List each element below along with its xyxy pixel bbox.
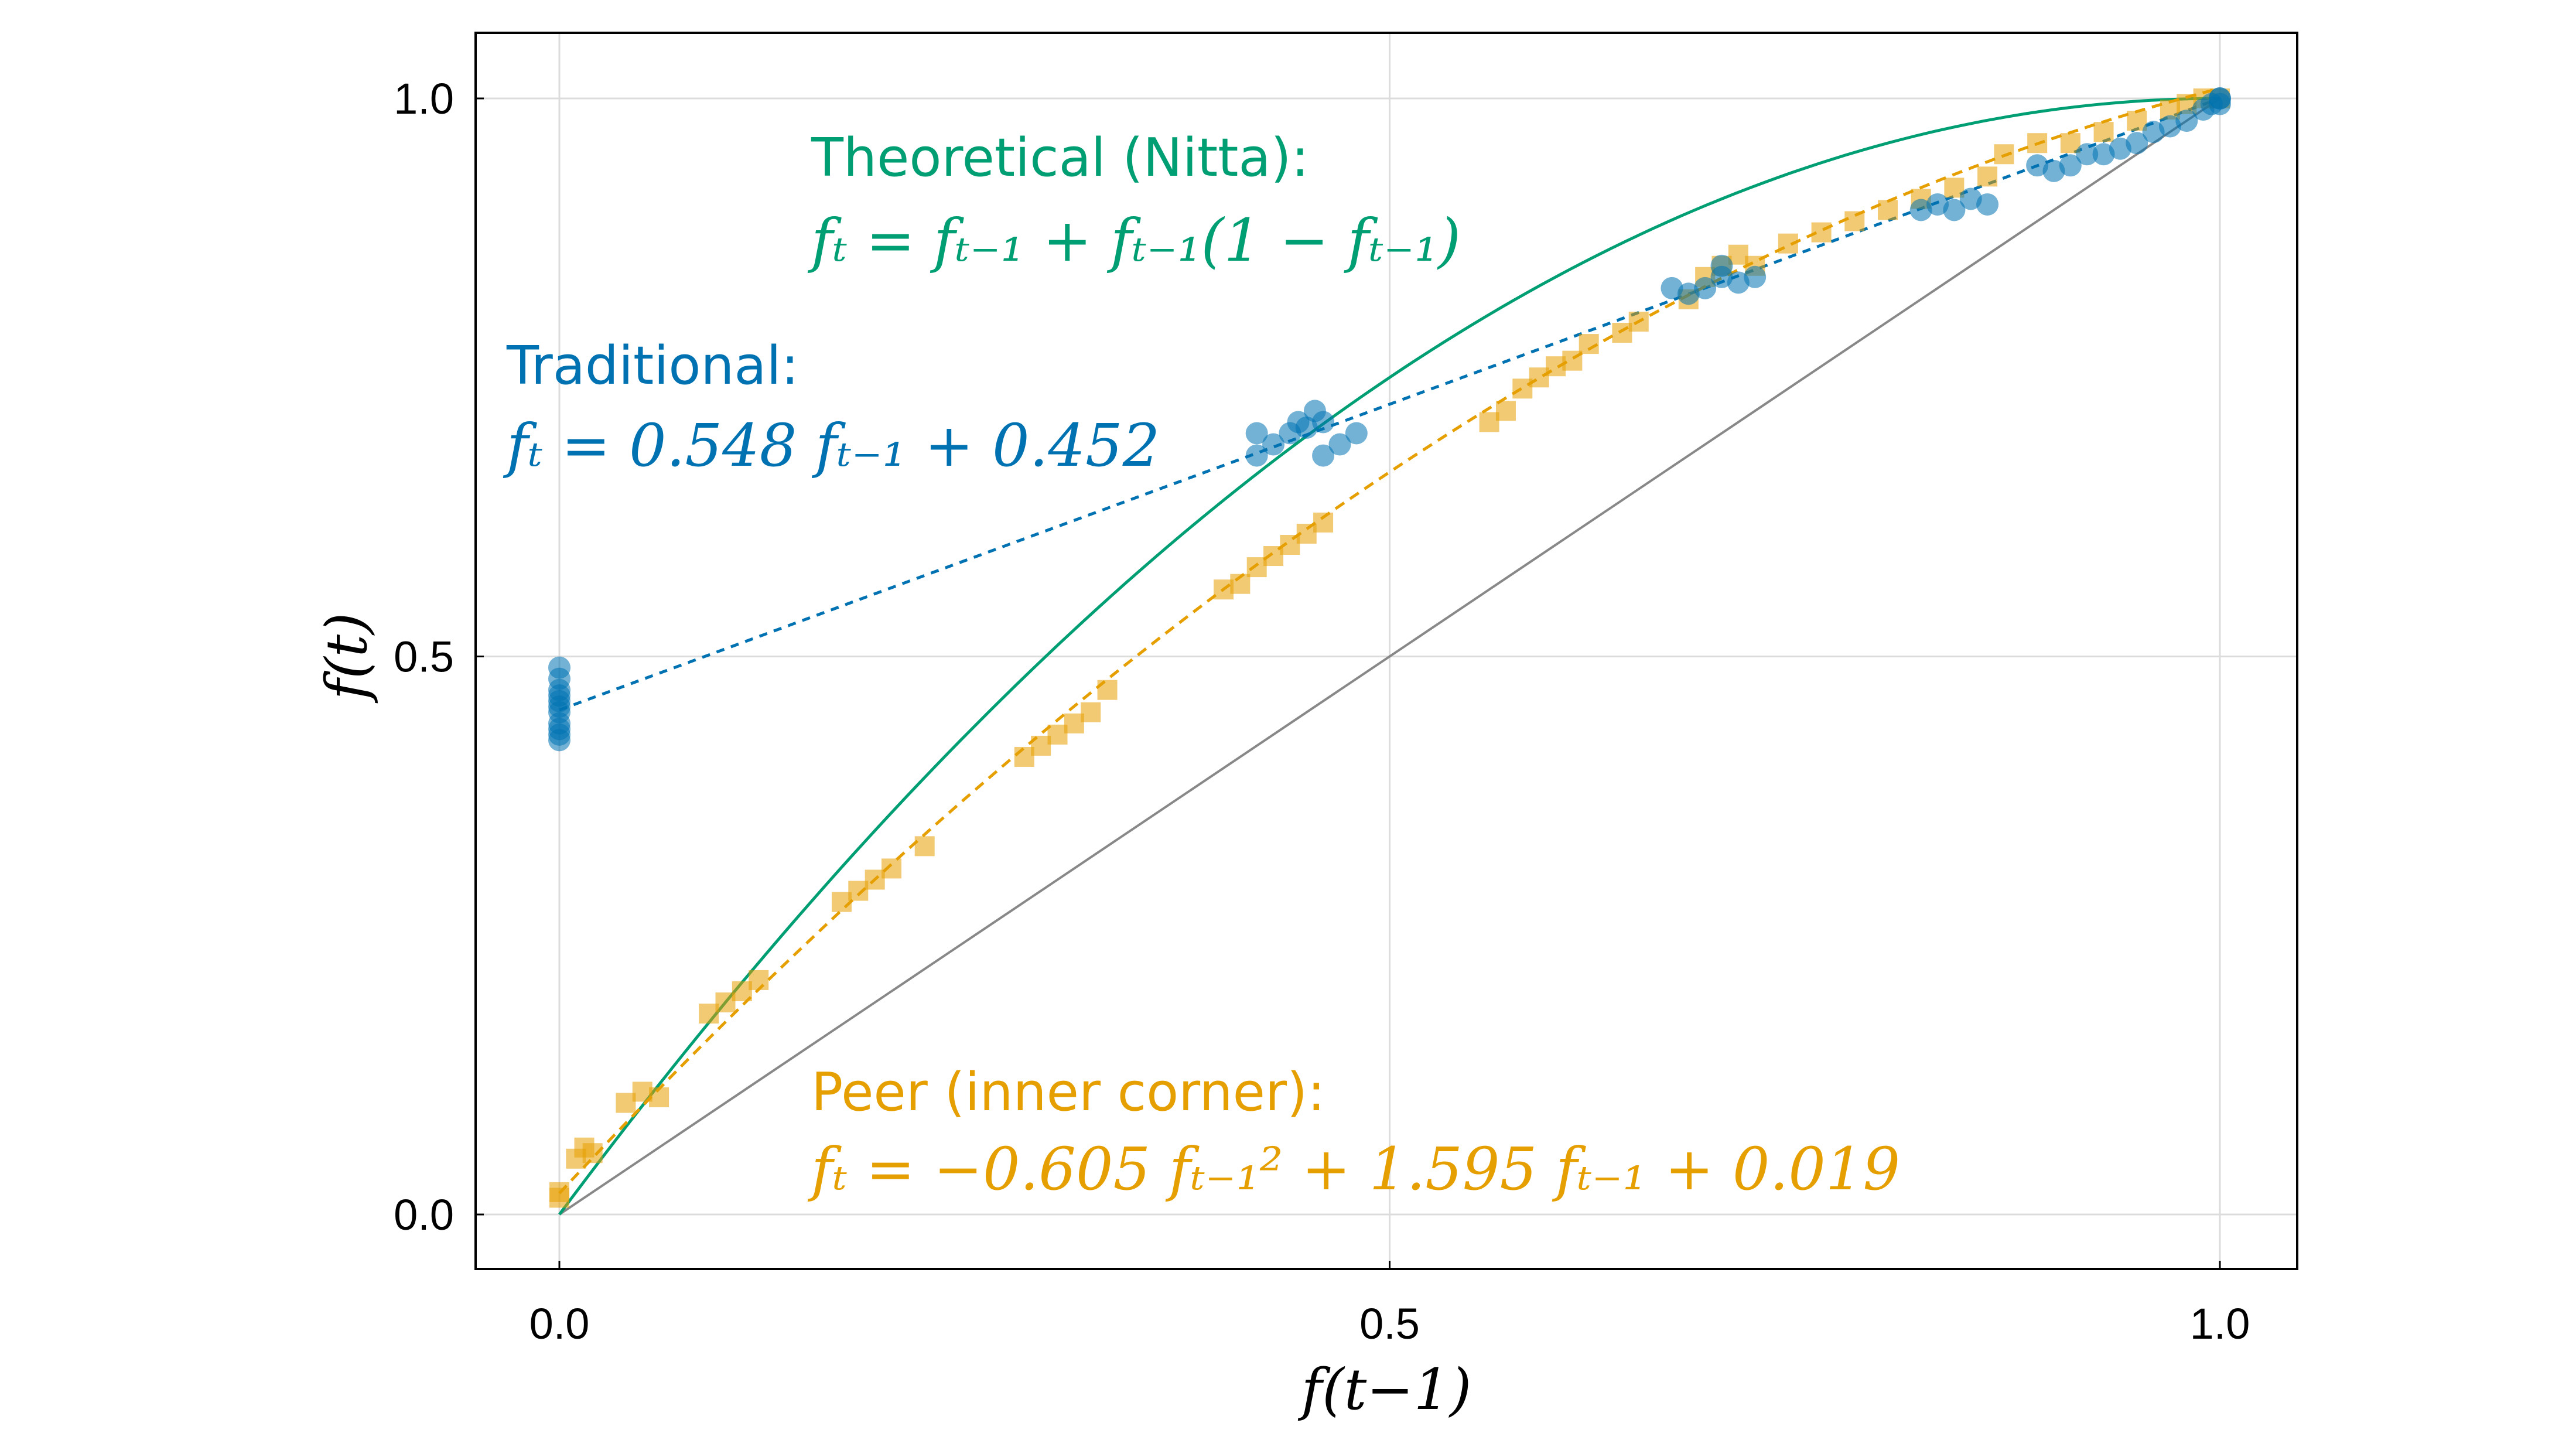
traditional-point: [2076, 143, 2099, 166]
peer-point: [1214, 579, 1234, 600]
peer-point: [1296, 523, 1317, 544]
fit-lines-layer: [558, 87, 2220, 1216]
points-layer: [548, 87, 2231, 1208]
peer-point: [732, 981, 752, 1001]
x-tick-label: 1.0: [2190, 1299, 2250, 1348]
traditional-point: [2209, 93, 2231, 115]
peer-point: [1546, 356, 1566, 377]
traditional-point: [1262, 433, 1285, 456]
traditional-point: [1694, 277, 1717, 299]
peer-point: [1081, 702, 1101, 722]
peer-equation: fₜ = −0.605 fₜ₋₁² + 1.595 fₜ₋₁ + 0.019: [807, 1135, 1900, 1203]
traditional-fit-line: [559, 97, 2220, 712]
peer-point: [582, 1143, 603, 1164]
peer-point: [1512, 378, 1533, 399]
peer-point: [1246, 557, 1267, 578]
y-axis-label: f(t): [314, 612, 380, 703]
peer-point: [848, 881, 869, 901]
peer-point: [1495, 401, 1516, 421]
y-tick-label: 0.0: [394, 1190, 454, 1239]
x-tick-label: 0.5: [1359, 1299, 1420, 1348]
peer-point: [2093, 122, 2114, 142]
theoretical-equation: fₜ = fₜ₋₁ + fₜ₋₁(1 − fₜ₋₁): [807, 206, 1461, 275]
peer-point: [1263, 546, 1284, 567]
theoretical-title: Theoretical (Nitta):: [811, 127, 1309, 189]
peer-title: Peer (inner corner):: [811, 1062, 1325, 1123]
traditional-point: [1943, 199, 1966, 221]
peer-point: [914, 836, 935, 857]
peer-point: [1014, 746, 1034, 767]
peer-point: [1778, 233, 1798, 254]
peer-point: [1612, 323, 1632, 343]
traditional-point: [1345, 422, 1368, 445]
traditional-point: [548, 729, 570, 752]
traditional-point: [1328, 433, 1351, 456]
peer-point: [549, 1188, 569, 1208]
ticks-layer: 0.0 0.5 1.0 0.0 0.5 1.0: [394, 74, 2250, 1348]
peer-point: [1031, 735, 1051, 756]
peer-point: [1047, 724, 1068, 745]
plot-frame: [474, 32, 2298, 1270]
peer-point: [1064, 713, 1084, 733]
peer-point: [1628, 312, 1649, 332]
identity-line-layer: [558, 97, 2221, 1216]
peer-point: [649, 1087, 669, 1107]
traditional-title: Traditional:: [506, 335, 799, 397]
peer-point: [1562, 350, 1583, 371]
peer-point: [699, 1004, 719, 1024]
peer-point: [865, 869, 885, 890]
peer-point: [1994, 144, 2014, 165]
x-tick-label: 0.0: [529, 1299, 590, 1348]
peer-point: [1529, 367, 1549, 388]
traditional-point: [2126, 132, 2148, 155]
traditional-point: [1245, 422, 1268, 445]
traditional-point: [2175, 110, 2198, 132]
y-tick-label: 0.5: [394, 633, 454, 681]
peer-fit-curve: [558, 87, 2220, 1195]
peer-point: [616, 1093, 636, 1113]
peer-point: [1977, 166, 1998, 187]
x-axis-label: f(t−1): [1298, 1357, 1472, 1422]
traditional-point: [1312, 411, 1335, 434]
peer-point: [1313, 512, 1334, 533]
traditional-point: [2059, 154, 2082, 177]
peer-point: [1811, 222, 1832, 243]
traditional-point: [1710, 254, 1733, 277]
peer-point: [1230, 574, 1251, 594]
identity-line: [558, 97, 2221, 1216]
peer-point: [1280, 535, 1300, 555]
peer-point: [749, 970, 769, 990]
grid-layer: [476, 33, 2297, 1269]
y-tick-label: 1.0: [394, 74, 454, 123]
peer-point: [632, 1081, 652, 1102]
traditional-point: [1312, 444, 1335, 467]
traditional-equation: fₜ = 0.548 fₜ₋₁ + 0.452: [503, 411, 1160, 480]
theoretical-curve: [558, 97, 2220, 1216]
peer-point: [1097, 680, 1118, 700]
traditional-point: [1976, 193, 1999, 216]
traditional-point: [1744, 265, 1767, 288]
peer-point: [1579, 334, 1599, 354]
peer-point: [715, 992, 736, 1013]
traditional-point: [1245, 444, 1268, 467]
peer-point: [1844, 211, 1865, 231]
peer-point: [882, 858, 901, 879]
peer-point: [2027, 133, 2048, 153]
peer-point: [1878, 200, 1898, 220]
peer-point: [831, 892, 852, 912]
peer-point: [1479, 412, 1499, 432]
